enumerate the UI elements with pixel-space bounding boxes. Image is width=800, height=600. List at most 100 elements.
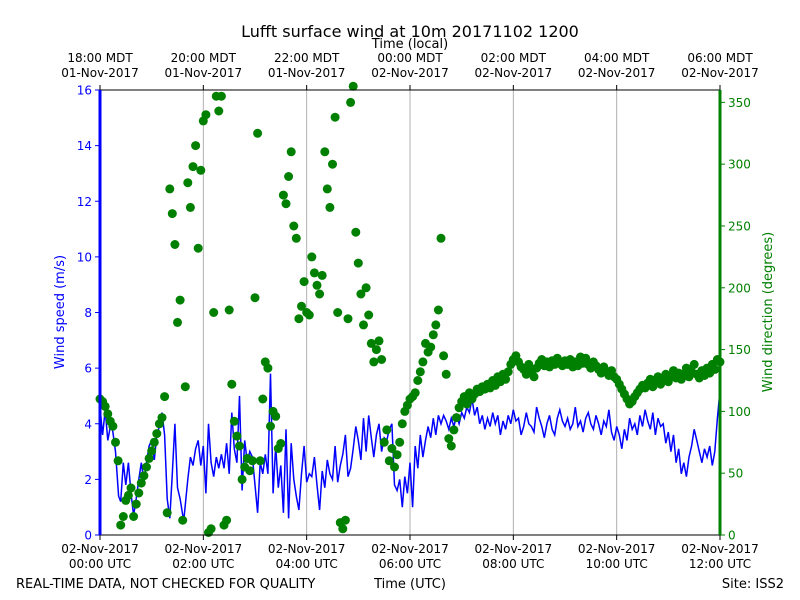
wind-direction-point [299, 277, 309, 287]
right-tick-label: 50 [728, 467, 743, 481]
wind-direction-point [123, 490, 133, 500]
wind-direction-point [278, 190, 288, 200]
wind-direction-point [351, 227, 361, 237]
wind-direction-point [266, 421, 275, 431]
right-tick-label: 0 [728, 529, 736, 543]
site-label: Site: ISS2 [722, 577, 784, 592]
wind-direction-point [160, 392, 170, 402]
wind-direction-point [214, 106, 224, 116]
wind-direction-point [134, 488, 144, 498]
wind-direction-point [113, 456, 123, 466]
wind-direction-point [144, 453, 154, 463]
wind-direction-point [356, 289, 366, 299]
wind-direction-point [222, 515, 232, 525]
left-tick-label: 14 [77, 139, 92, 153]
bottom-tick-date: 02-Nov-2017 [578, 542, 656, 556]
top-tick-time: 18:00 MDT [67, 51, 133, 65]
wind-direction-point [147, 446, 157, 456]
wind-direction-point [371, 345, 381, 355]
wind-direction-point [689, 359, 699, 369]
wind-direction-point [289, 221, 299, 231]
bottom-tick-date: 02-Nov-2017 [61, 542, 139, 556]
wind-direction-point [333, 308, 343, 317]
wind-direction-point [152, 429, 162, 439]
wind-direction-point [227, 379, 237, 389]
wind-direction-point [185, 202, 195, 212]
wind-direction-point [392, 450, 402, 460]
wind-direction-point [377, 355, 387, 364]
right-tick-label: 100 [728, 405, 751, 419]
bottom-tick-date: 02-Nov-2017 [268, 542, 346, 556]
wind-direction-point [340, 515, 350, 525]
left-tick-label: 12 [77, 195, 92, 209]
wind-direction-point [426, 342, 436, 352]
wind-direction-point [103, 409, 113, 419]
wind-direction-point [173, 317, 182, 327]
top-tick-time: 06:00 MDT [687, 51, 753, 65]
right-axis-title: Wind direction (degrees) [761, 232, 776, 392]
wind-direction-point [229, 416, 239, 426]
wind-direction-point [710, 364, 720, 374]
right-tick-label: 350 [728, 96, 751, 110]
left-tick-label: 8 [84, 306, 92, 320]
wind-direction-point [382, 425, 392, 435]
wind-direction-point [428, 330, 438, 340]
wind-direction-point [286, 147, 296, 157]
wind-direction-point [247, 456, 257, 466]
bottom-tick-time: 08:00 UTC [482, 557, 544, 571]
top-tick-date: 01-Nov-2017 [165, 66, 243, 80]
top-tick-date: 02-Nov-2017 [578, 66, 656, 80]
wind-direction-point [245, 466, 255, 476]
top-tick-time: 00:00 MDT [377, 51, 443, 65]
quality-disclaimer: REAL-TIME DATA, NOT CHECKED FOR QUALITY [16, 577, 315, 592]
left-tick-label: 0 [84, 529, 92, 543]
top-tick-date: 01-Nov-2017 [268, 66, 346, 80]
top-tick-time: 02:00 MDT [481, 51, 547, 65]
wind-direction-point [291, 233, 301, 243]
wind-direction-point [364, 310, 374, 320]
bottom-tick-time: 10:00 UTC [586, 557, 648, 571]
bottom-tick-date: 02-Nov-2017 [681, 542, 759, 556]
wind-direction-point [413, 376, 423, 385]
wind-direction-point [343, 314, 353, 324]
wind-direction-point [206, 524, 216, 534]
wind-direction-point [449, 425, 459, 435]
wind-direction-point [361, 283, 371, 293]
wind-direction-point [501, 374, 511, 384]
wind-direction-point [524, 359, 534, 369]
wind-direction-point [129, 512, 139, 521]
wind-direction-point [250, 293, 260, 303]
right-tick-label: 150 [728, 343, 751, 357]
wind-direction-point [201, 110, 211, 120]
wind-direction-point [384, 456, 394, 466]
wind-direction-point [100, 401, 110, 411]
wind-direction-point [359, 320, 368, 330]
wind-direction-point [118, 512, 128, 521]
wind-direction-point [325, 202, 335, 212]
wind-direction-point [294, 314, 304, 324]
wind-direction-point [374, 336, 384, 346]
wind-direction-point [276, 439, 286, 448]
bottom-tick-date: 02-Nov-2017 [371, 542, 449, 556]
right-tick-label: 250 [728, 219, 751, 233]
wind-direction-point [317, 270, 327, 280]
wind-speed-line [99, 373, 721, 522]
wind-direction-point [188, 162, 198, 172]
wind-direction-point [410, 388, 420, 398]
wind-direction-point [258, 394, 268, 404]
wind-direction-point [503, 367, 513, 377]
wind-direction-point [338, 524, 348, 534]
wind-direction-point [180, 382, 190, 392]
chart-title: Lufft surface wind at 10m 20171102 1200 [241, 22, 579, 41]
bottom-tick-time: 06:00 UTC [379, 557, 441, 571]
wind-direction-point [284, 172, 294, 181]
wind-direction-point [237, 474, 247, 484]
left-tick-label: 2 [84, 473, 92, 487]
wind-direction-point [452, 413, 461, 423]
series-layer [95, 81, 725, 537]
wind-direction-point [330, 112, 340, 122]
wind-direction-point [170, 240, 180, 249]
bottom-tick-time: 04:00 UTC [276, 557, 338, 571]
wind-direction-point [149, 437, 159, 447]
wind-direction-point [418, 357, 428, 367]
